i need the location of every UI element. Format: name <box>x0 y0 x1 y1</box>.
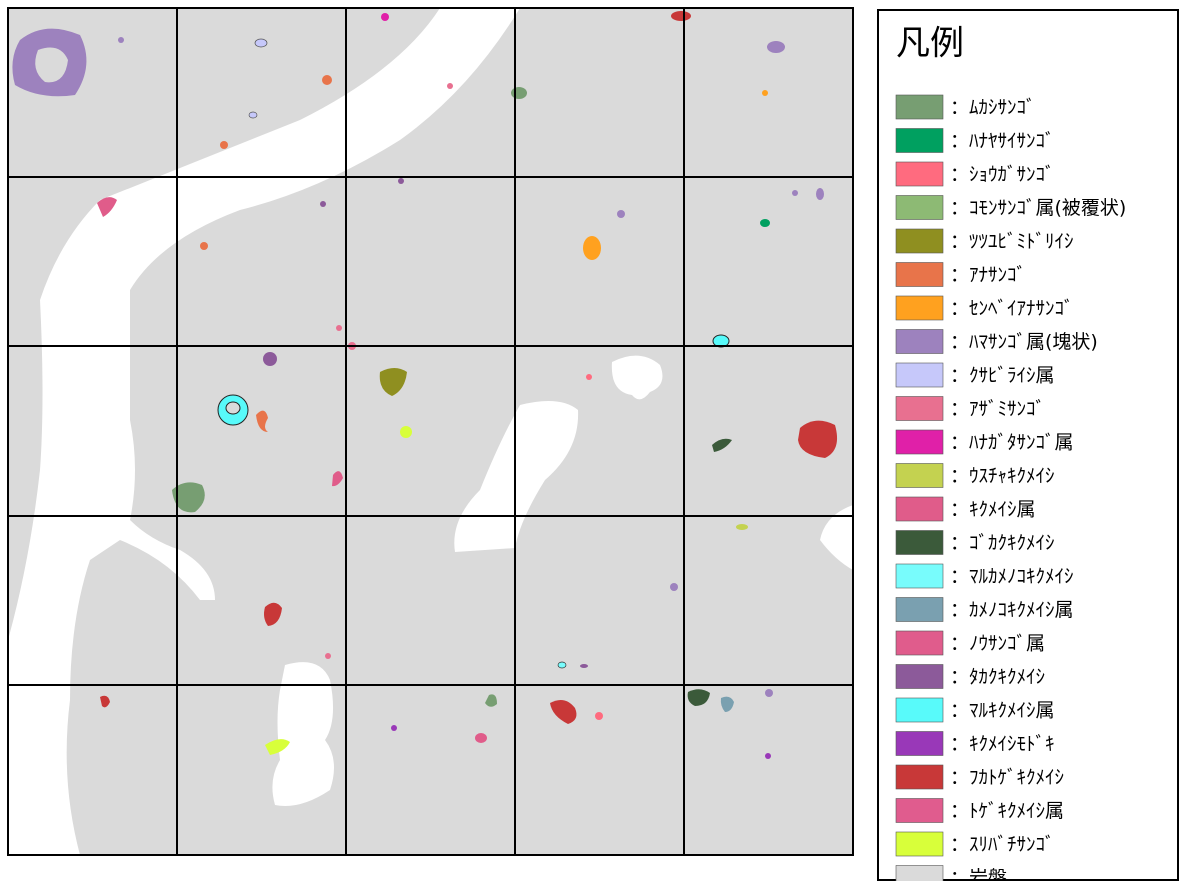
sand-patch <box>272 662 334 806</box>
legend-label: ：ﾉｳｻﾝｺﾞ属 <box>950 633 1045 655</box>
sand-patch <box>611 355 663 400</box>
legend-swatch <box>895 530 944 555</box>
legend-swatch <box>895 329 944 354</box>
legend: 凡例 ：ﾑｶｼｻﾝｺﾞ ：ﾊﾅﾔｻｲｻﾝｺﾞ ：ｼｮｳｶﾞｻﾝｺﾞ ：ｺﾓﾝｻﾝｺﾞ属… <box>877 9 1179 881</box>
legend-swatch <box>895 496 944 522</box>
legend-swatch <box>895 697 944 723</box>
channel <box>454 401 579 552</box>
legend-swatch <box>895 362 944 388</box>
legend-label: ：ﾏﾙｷｸﾒｲｼ属 <box>950 700 1055 722</box>
legend-swatch <box>895 865 944 881</box>
legend-label: ：ﾌｶﾄｹﾞｷｸﾒｲｼ <box>950 767 1064 789</box>
legend-swatch <box>895 664 944 689</box>
coral-patches <box>12 11 838 759</box>
legend-title: 凡例 <box>896 24 964 64</box>
legend-swatch <box>895 262 944 287</box>
legend-swatch <box>895 831 944 857</box>
legend-label: ：ﾀｶｸｷｸﾒｲｼ <box>950 666 1045 688</box>
legend-label: ：ｺﾞｶｸｷｸﾒｲｼ <box>950 532 1055 554</box>
rock-bed <box>8 8 853 855</box>
legend-label: ：ｷｸﾒｲｼ属 <box>950 499 1036 521</box>
legend-swatch <box>895 161 944 187</box>
legend-label: ：ﾊﾅｶﾞﾀｻﾝｺﾞ属 <box>950 432 1074 454</box>
channel <box>8 8 520 855</box>
legend-label: ：ｳｽﾁｬｷｸﾒｲｼ <box>950 465 1055 487</box>
legend-swatch <box>895 764 944 790</box>
legend-swatch <box>895 731 944 756</box>
sand-patch <box>820 505 853 570</box>
legend-swatch <box>895 463 944 488</box>
legend-label: ：ﾊﾅﾔｻｲｻﾝｺﾞ <box>950 130 1055 152</box>
legend-swatch <box>895 597 944 622</box>
legend-swatch <box>895 798 944 823</box>
legend-label: ：ｱｻﾞﾐｻﾝｺﾞ <box>950 398 1045 420</box>
legend-label: ：ﾏﾙｶﾒﾉｺｷｸﾒｲｼ <box>950 566 1074 588</box>
legend-label: ：ﾑｶｼｻﾝｺﾞ <box>950 97 1036 119</box>
legend-label: ：ｽﾘﾊﾞﾁｻﾝｺﾞ <box>950 834 1055 856</box>
legend-label: ：ﾊﾏｻﾝｺﾞ属(塊状) <box>950 331 1098 353</box>
legend-label: ：ｺﾓﾝｻﾝｺﾞ属(被覆状) <box>950 197 1126 219</box>
legend-swatch <box>895 195 944 220</box>
legend-label: ：ｼｮｳｶﾞｻﾝｺﾞ <box>950 164 1055 186</box>
legend-swatch <box>895 396 944 421</box>
legend-label: ：ﾄｹﾞｷｸﾒｲｼ属 <box>950 800 1064 822</box>
legend-swatch <box>895 295 944 321</box>
legend-label: ：ｸｻﾋﾞﾗｲｼ属 <box>950 365 1055 387</box>
legend-label: ：ｾﾝﾍﾞｲｱﾅｻﾝｺﾞ <box>950 298 1074 320</box>
map <box>7 7 854 856</box>
legend-label: ：岩盤 <box>950 867 1007 881</box>
legend-label: ：ﾂﾂﾕﾋﾞﾐﾄﾞﾘｲｼ <box>950 231 1074 253</box>
grid <box>7 7 854 856</box>
legend-swatch <box>895 630 944 656</box>
legend-label: ：ｷｸﾒｲｼﾓﾄﾞｷ <box>950 733 1055 755</box>
legend-swatch <box>895 94 944 120</box>
legend-swatch <box>895 429 944 455</box>
legend-swatch <box>895 128 944 153</box>
legend-label: ：ｶﾒﾉｺｷｸﾒｲｼ属 <box>950 599 1074 621</box>
legend-swatch <box>895 228 944 254</box>
legend-swatch <box>895 563 944 589</box>
legend-label: ：ｱﾅｻﾝｺﾞ <box>950 264 1026 286</box>
